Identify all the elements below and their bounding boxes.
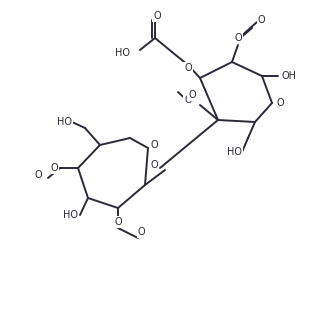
Text: OH: OH <box>282 71 297 81</box>
Text: O: O <box>138 227 146 237</box>
Text: O: O <box>153 11 161 21</box>
Text: HO: HO <box>63 210 78 220</box>
Text: O: O <box>234 33 242 43</box>
Text: O: O <box>277 98 285 108</box>
Text: HO: HO <box>57 117 72 127</box>
Text: O: O <box>114 217 122 227</box>
Text: O: O <box>151 140 159 150</box>
Text: O: O <box>185 95 192 105</box>
Text: HO: HO <box>115 48 130 58</box>
Text: O: O <box>50 163 58 173</box>
Text: O: O <box>188 90 196 100</box>
Text: O: O <box>34 170 42 180</box>
Text: O: O <box>258 15 266 25</box>
Text: HO: HO <box>227 147 242 157</box>
Text: O: O <box>150 160 158 170</box>
Text: O: O <box>184 63 192 73</box>
